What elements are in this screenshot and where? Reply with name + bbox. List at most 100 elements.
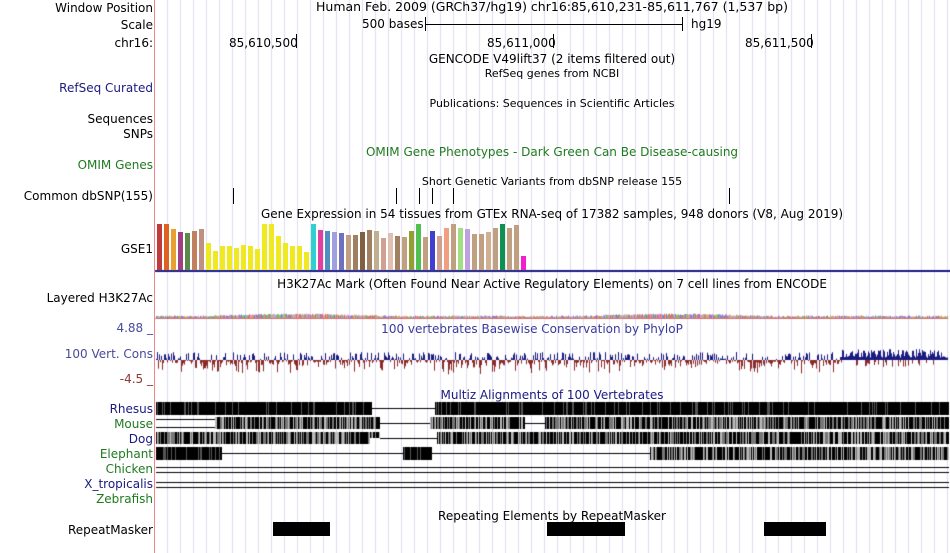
gtex-tissue-bar[interactable] — [255, 249, 260, 270]
multiz-species-label[interactable]: Elephant — [99, 447, 153, 461]
h3k27ac-track-title[interactable]: H3K27Ac Mark (Often Found Near Active Re… — [277, 277, 827, 291]
h3k27ac-track-label[interactable]: Layered H3K27Ac — [46, 291, 153, 305]
gtex-tissue-bar[interactable] — [430, 231, 435, 270]
gtex-tissue-bar[interactable] — [486, 232, 491, 270]
gtex-tissue-bar[interactable] — [437, 236, 442, 270]
gtex-track-label[interactable]: GSE1 — [120, 242, 153, 256]
gtex-tissue-bar[interactable] — [234, 248, 239, 270]
sequences-track-label[interactable]: Sequences — [87, 112, 153, 126]
gtex-tissue-bar[interactable] — [290, 246, 295, 270]
multiz-species-label[interactable]: Chicken — [105, 462, 153, 476]
scale-bases: 500 bases — [362, 17, 424, 31]
gtex-tissue-bar[interactable] — [332, 232, 337, 270]
gtex-tissue-bar[interactable] — [500, 224, 505, 270]
coord-tick-1 — [296, 34, 297, 48]
label-divider — [154, 0, 155, 553]
refseq-track-title[interactable]: RefSeq genes from NCBI — [484, 67, 620, 80]
omim-track-label[interactable]: OMIM Genes — [77, 158, 153, 172]
refseq-track-label[interactable]: RefSeq Curated — [59, 81, 153, 95]
gtex-tissue-bar[interactable] — [276, 236, 281, 270]
gtex-tissue-bar[interactable] — [367, 230, 372, 270]
position-text: Human Feb. 2009 (GRCh37/hg19) chr16:85,6… — [316, 0, 788, 14]
multiz-species-label[interactable]: Dog — [128, 432, 153, 446]
repeatmasker-track-title[interactable]: Repeating Elements by RepeatMasker — [438, 509, 666, 523]
gtex-tissue-bar[interactable] — [388, 233, 393, 270]
gtex-tissue-bar[interactable] — [206, 243, 211, 270]
gtex-tissue-bar[interactable] — [360, 232, 365, 270]
dbsnp-track-title[interactable]: Short Genetic Variants from dbSNP releas… — [421, 175, 683, 188]
gtex-tissue-bar[interactable] — [381, 238, 386, 270]
gtex-track-title[interactable]: Gene Expression in 54 tissues from GTEx … — [260, 207, 844, 221]
gtex-tissue-bar[interactable] — [213, 251, 218, 270]
coord-label-2: 85,611,000 — [487, 36, 556, 50]
gtex-tissue-bar[interactable] — [199, 229, 204, 270]
gtex-tissue-bar[interactable] — [374, 231, 379, 270]
gtex-tissue-bar[interactable] — [465, 229, 470, 270]
coord-label-3: 85,611,500 — [745, 36, 814, 50]
gtex-tissue-bar[interactable] — [395, 236, 400, 270]
gtex-tissue-bar[interactable] — [171, 229, 176, 270]
gtex-tissue-bar[interactable] — [514, 225, 519, 270]
coord-label-1: 85,610,500 — [229, 36, 298, 50]
gtex-tissue-bar[interactable] — [157, 224, 162, 270]
dbsnp-variant-mark[interactable] — [453, 188, 454, 204]
gtex-tissue-bar[interactable] — [297, 246, 302, 270]
gtex-tissue-bar[interactable] — [493, 228, 498, 270]
gtex-tissue-bar[interactable] — [472, 234, 477, 270]
omim-track-title[interactable]: OMIM Gene Phenotypes - Dark Green Can Be… — [365, 145, 739, 159]
multiz-species-label[interactable]: Rhesus — [109, 402, 153, 416]
gtex-tissue-bar[interactable] — [304, 252, 309, 270]
gtex-tissue-bar[interactable] — [262, 224, 267, 270]
gtex-tissue-bar[interactable] — [325, 231, 330, 270]
gtex-tissue-bar[interactable] — [458, 228, 463, 270]
dbsnp-track-label[interactable]: Common dbSNP(155) — [23, 189, 153, 203]
multiz-species-label[interactable]: Zebrafish — [96, 492, 153, 506]
cons-track-title[interactable]: 100 vertebrates Basewise Conservation by… — [381, 322, 683, 336]
multiz-species-label[interactable]: Mouse — [114, 417, 153, 431]
gtex-tissue-bar[interactable] — [339, 233, 344, 270]
gtex-tissue-bar[interactable] — [283, 243, 288, 270]
dbsnp-variant-mark[interactable] — [233, 188, 234, 204]
gtex-tissue-bar[interactable] — [248, 246, 253, 270]
gtex-tissue-bar[interactable] — [178, 232, 183, 270]
multiz-species-label[interactable]: X_tropicalis — [84, 477, 153, 491]
gtex-tissue-bar[interactable] — [423, 237, 428, 270]
gtex-tissue-bar[interactable] — [269, 224, 274, 270]
gtex-tissue-bar[interactable] — [185, 233, 190, 270]
coord-tick-2 — [553, 34, 554, 48]
gtex-tissue-bar[interactable] — [311, 224, 316, 270]
gtex-tissue-bar[interactable] — [416, 224, 421, 270]
gtex-tissue-bar[interactable] — [507, 228, 512, 270]
repeat-element[interactable] — [273, 522, 330, 536]
cons-ymin: -4.5 _ — [119, 372, 153, 386]
gtex-tissue-bar[interactable] — [164, 224, 169, 270]
repeat-element[interactable] — [764, 522, 826, 536]
gtex-tissue-bar[interactable] — [444, 228, 449, 270]
gtex-tissue-bar[interactable] — [479, 234, 484, 270]
gtex-tissue-bar[interactable] — [241, 245, 246, 270]
gtex-tissue-bar[interactable] — [227, 246, 232, 270]
gtex-tissue-bar[interactable] — [192, 231, 197, 270]
snps-track-label[interactable]: SNPs — [123, 127, 153, 141]
cons-track-label[interactable]: 100 Vert. Cons — [64, 347, 153, 361]
window-position-label: Window Position — [55, 1, 153, 15]
gtex-tissue-bar[interactable] — [409, 231, 414, 270]
repeat-element[interactable] — [547, 522, 625, 536]
dbsnp-variant-mark[interactable] — [432, 188, 433, 204]
repeatmasker-track-label[interactable]: RepeatMasker — [67, 523, 153, 537]
gtex-tissue-bar[interactable] — [451, 224, 456, 270]
dbsnp-variant-mark[interactable] — [396, 188, 397, 204]
gtex-tissue-bar[interactable] — [318, 230, 323, 270]
gtex-tissue-bar[interactable] — [346, 235, 351, 270]
gtex-tissue-bar[interactable] — [220, 246, 225, 270]
gencode-track-title[interactable]: GENCODE V49lift37 (2 items filtered out) — [428, 52, 676, 66]
publications-track-title[interactable]: Publications: Sequences in Scientific Ar… — [429, 97, 675, 110]
dbsnp-variant-mark[interactable] — [729, 188, 730, 204]
gtex-tissue-bar[interactable] — [402, 237, 407, 270]
gtex-tissue-bar[interactable] — [353, 235, 358, 270]
dbsnp-variant-mark[interactable] — [419, 188, 420, 204]
multiz-track-title[interactable]: Multiz Alignments of 100 Vertebrates — [440, 388, 664, 402]
gtex-tissue-bar[interactable] — [521, 256, 526, 270]
